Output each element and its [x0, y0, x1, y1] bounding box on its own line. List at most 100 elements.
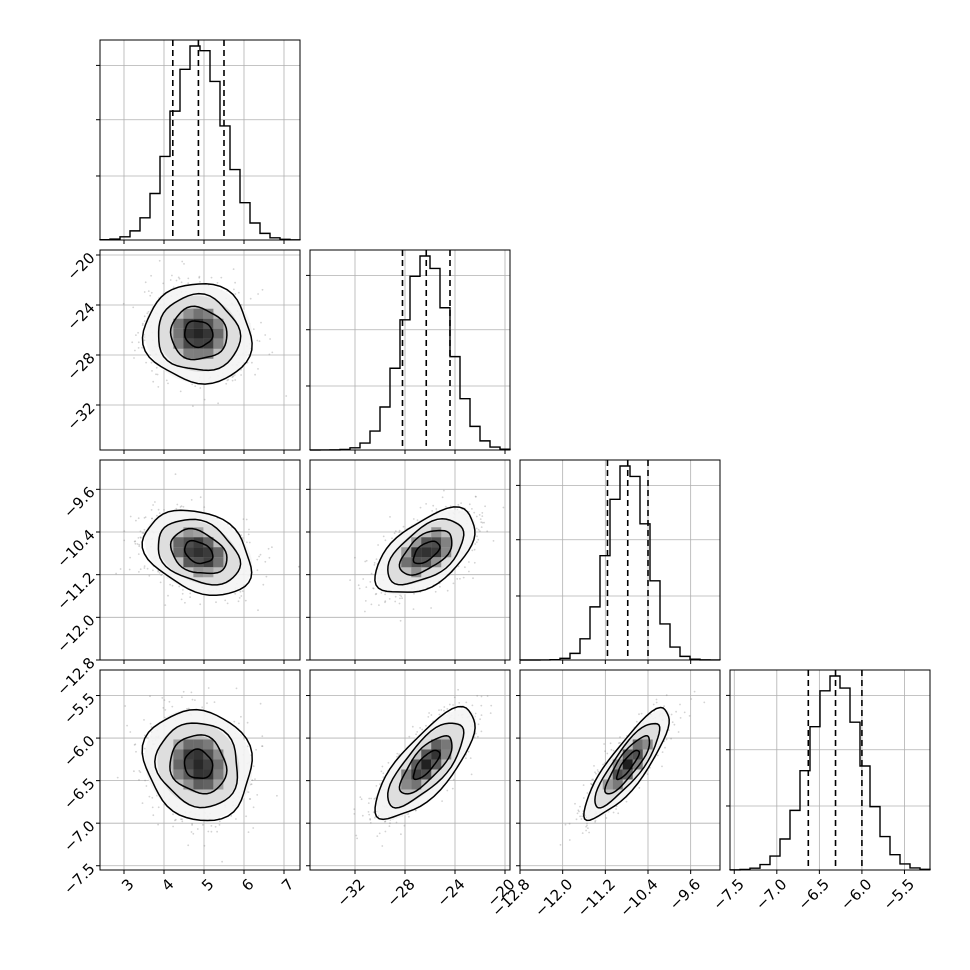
scatter-point: [594, 771, 596, 774]
y-tick-label: −10.4: [53, 526, 98, 571]
scatter-point: [146, 312, 149, 315]
scatter-point: [391, 537, 393, 540]
scatter-point: [126, 724, 128, 727]
scatter-point: [234, 379, 237, 381]
scatter-point: [360, 798, 363, 801]
scatter-point: [187, 282, 190, 285]
density-cell: [441, 749, 452, 760]
scatter-point: [192, 832, 195, 835]
contour-line-0: [141, 708, 253, 822]
scatter-point: [202, 824, 204, 826]
scatter-point: [167, 594, 169, 597]
scatter-point: [581, 815, 584, 818]
contour-line-2: [169, 305, 228, 361]
y-tick-label: −12.0: [53, 611, 98, 656]
density-cell: [431, 739, 442, 750]
scatter-point: [152, 814, 155, 817]
density-cell: [203, 739, 214, 750]
scatter-point: [477, 528, 480, 531]
scatter-point: [373, 564, 376, 566]
density-cell: [401, 779, 412, 790]
scatter-point: [218, 824, 221, 826]
panel-frame: [309, 249, 511, 451]
scatter-point: [149, 294, 152, 297]
contour-line-2: [169, 734, 228, 795]
density-cell: [193, 328, 204, 339]
scatter-point: [349, 579, 351, 581]
scatter-point: [395, 821, 398, 824]
scatter-point: [464, 566, 466, 569]
scatter-point: [137, 341, 140, 344]
scatter-point: [375, 785, 378, 787]
contour-line-3: [412, 749, 441, 781]
scatter-point: [457, 688, 459, 691]
density-cell: [203, 308, 214, 319]
scatter-point: [617, 812, 620, 815]
scatter-point: [144, 734, 146, 737]
density-cell: [602, 779, 613, 790]
scatter-point: [473, 561, 476, 564]
scatter-point: [438, 709, 440, 711]
scatter-point: [415, 733, 417, 736]
scatter-point: [174, 473, 177, 476]
scatter-point: [196, 828, 199, 830]
scatter-point: [468, 503, 471, 506]
scatter-point: [367, 802, 370, 804]
scatter-point: [369, 818, 372, 821]
scatter-point: [245, 518, 248, 521]
scatter-point: [511, 474, 513, 476]
scatter-point: [162, 707, 165, 709]
scatter-point: [602, 763, 604, 766]
scatter-point: [297, 565, 300, 568]
scatter-point: [374, 593, 377, 596]
histogram-panel-1: [306, 249, 511, 454]
density-cell: [632, 739, 643, 750]
scatter-point: [492, 540, 495, 542]
scatter-point: [446, 708, 449, 710]
scatter-point: [479, 718, 481, 721]
scatter-point: [483, 521, 485, 524]
density-cell: [642, 739, 653, 750]
scatter-point: [365, 586, 368, 588]
scatter-point: [396, 755, 398, 758]
density-cell: [203, 557, 214, 568]
scatter-point: [585, 829, 587, 832]
scatter-point: [452, 582, 455, 585]
scatter-point: [471, 549, 474, 552]
scatter-point: [134, 349, 136, 352]
scatter-point: [224, 599, 227, 602]
scatter-point: [155, 373, 157, 376]
scatter-point: [176, 503, 179, 506]
scatter-point: [137, 331, 140, 334]
scatter-point: [480, 526, 483, 528]
scatter-point: [375, 592, 378, 595]
panel-frame: [99, 459, 301, 661]
density-panel-3-2: [516, 669, 721, 874]
scatter-point: [591, 783, 593, 786]
scatter-point: [133, 744, 136, 746]
scatter-point: [141, 802, 144, 804]
scatter-point: [268, 556, 271, 559]
scatter-point: [480, 695, 483, 698]
scatter-point: [655, 698, 658, 701]
density-cell: [183, 338, 194, 349]
scatter-point: [157, 570, 160, 573]
scatter-point: [671, 721, 674, 724]
x-tick-label: 6: [238, 875, 257, 894]
scatter-point: [138, 571, 140, 573]
scatter-point: [356, 837, 358, 840]
x-tick-label: −6.0: [837, 875, 875, 913]
scatter-point: [181, 818, 184, 821]
contour-line-0: [374, 506, 476, 593]
scatter-point: [398, 529, 401, 532]
density-cell: [622, 769, 633, 780]
contour-line-0: [583, 706, 670, 822]
density-content: [310, 670, 510, 870]
scatter-point: [419, 506, 422, 509]
scatter-point: [434, 590, 437, 593]
scatter-point: [210, 825, 213, 827]
scatter-point: [264, 560, 267, 563]
x-tick-label: −24: [433, 875, 468, 910]
scatter-point: [364, 600, 367, 602]
scatter-point: [237, 291, 240, 294]
